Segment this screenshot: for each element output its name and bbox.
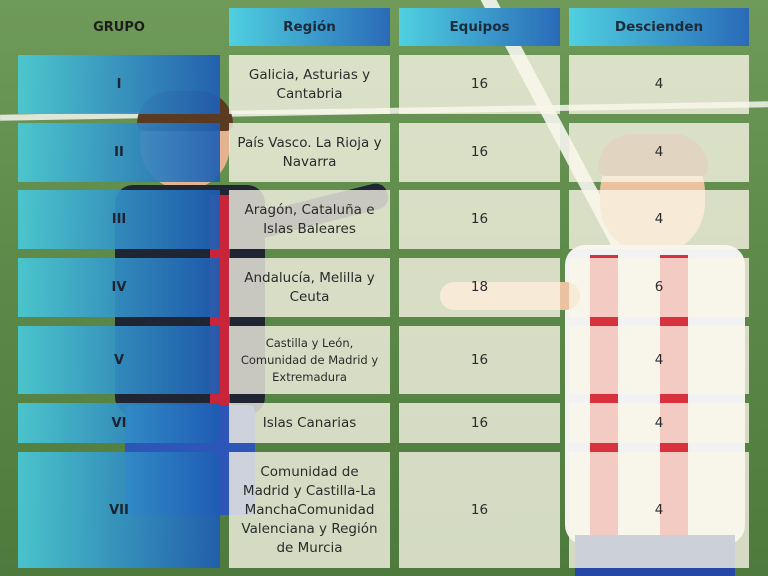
equipos-cell: 16: [399, 123, 560, 182]
descienden-cell: 4: [569, 403, 749, 443]
grupo-cell: III: [18, 190, 220, 249]
descienden-cell: 4: [569, 55, 749, 114]
descienden-cell: 4: [569, 452, 749, 568]
equipos-cell: 16: [399, 403, 560, 443]
descienden-cell: 4: [569, 123, 749, 182]
descienden-cell: 4: [569, 326, 749, 394]
header-descienden: Descienden: [569, 8, 749, 46]
descienden-cell: 4: [569, 190, 749, 249]
region-cell: Castilla y León, Comunidad de Madrid y E…: [229, 326, 390, 394]
equipos-cell: 16: [399, 55, 560, 114]
header-grupo: GRUPO: [93, 19, 145, 35]
equipos-cell: 18: [399, 258, 560, 317]
region-cell: Andalucía, Melilla y Ceuta: [229, 258, 390, 317]
header-region: Región: [229, 8, 390, 46]
header-equipos: Equipos: [399, 8, 560, 46]
grupo-cell: VI: [18, 403, 220, 443]
region-cell: Galicia, Asturias y Cantabria: [229, 55, 390, 114]
region-cell: País Vasco. La Rioja y Navarra: [229, 123, 390, 182]
equipos-cell: 16: [399, 452, 560, 568]
grupo-cell: I: [18, 55, 220, 114]
region-cell: Aragón, Cataluña e Islas Baleares: [229, 190, 390, 249]
grupo-cell: V: [18, 326, 220, 394]
region-cell: Comunidad de Madrid y Castilla-La Mancha…: [229, 452, 390, 568]
region-cell: Islas Canarias: [229, 403, 390, 443]
grupo-cell: II: [18, 123, 220, 182]
grupo-cell: IV: [18, 258, 220, 317]
equipos-cell: 16: [399, 326, 560, 394]
descienden-cell: 6: [569, 258, 749, 317]
equipos-cell: 16: [399, 190, 560, 249]
grupo-cell: VII: [18, 452, 220, 568]
